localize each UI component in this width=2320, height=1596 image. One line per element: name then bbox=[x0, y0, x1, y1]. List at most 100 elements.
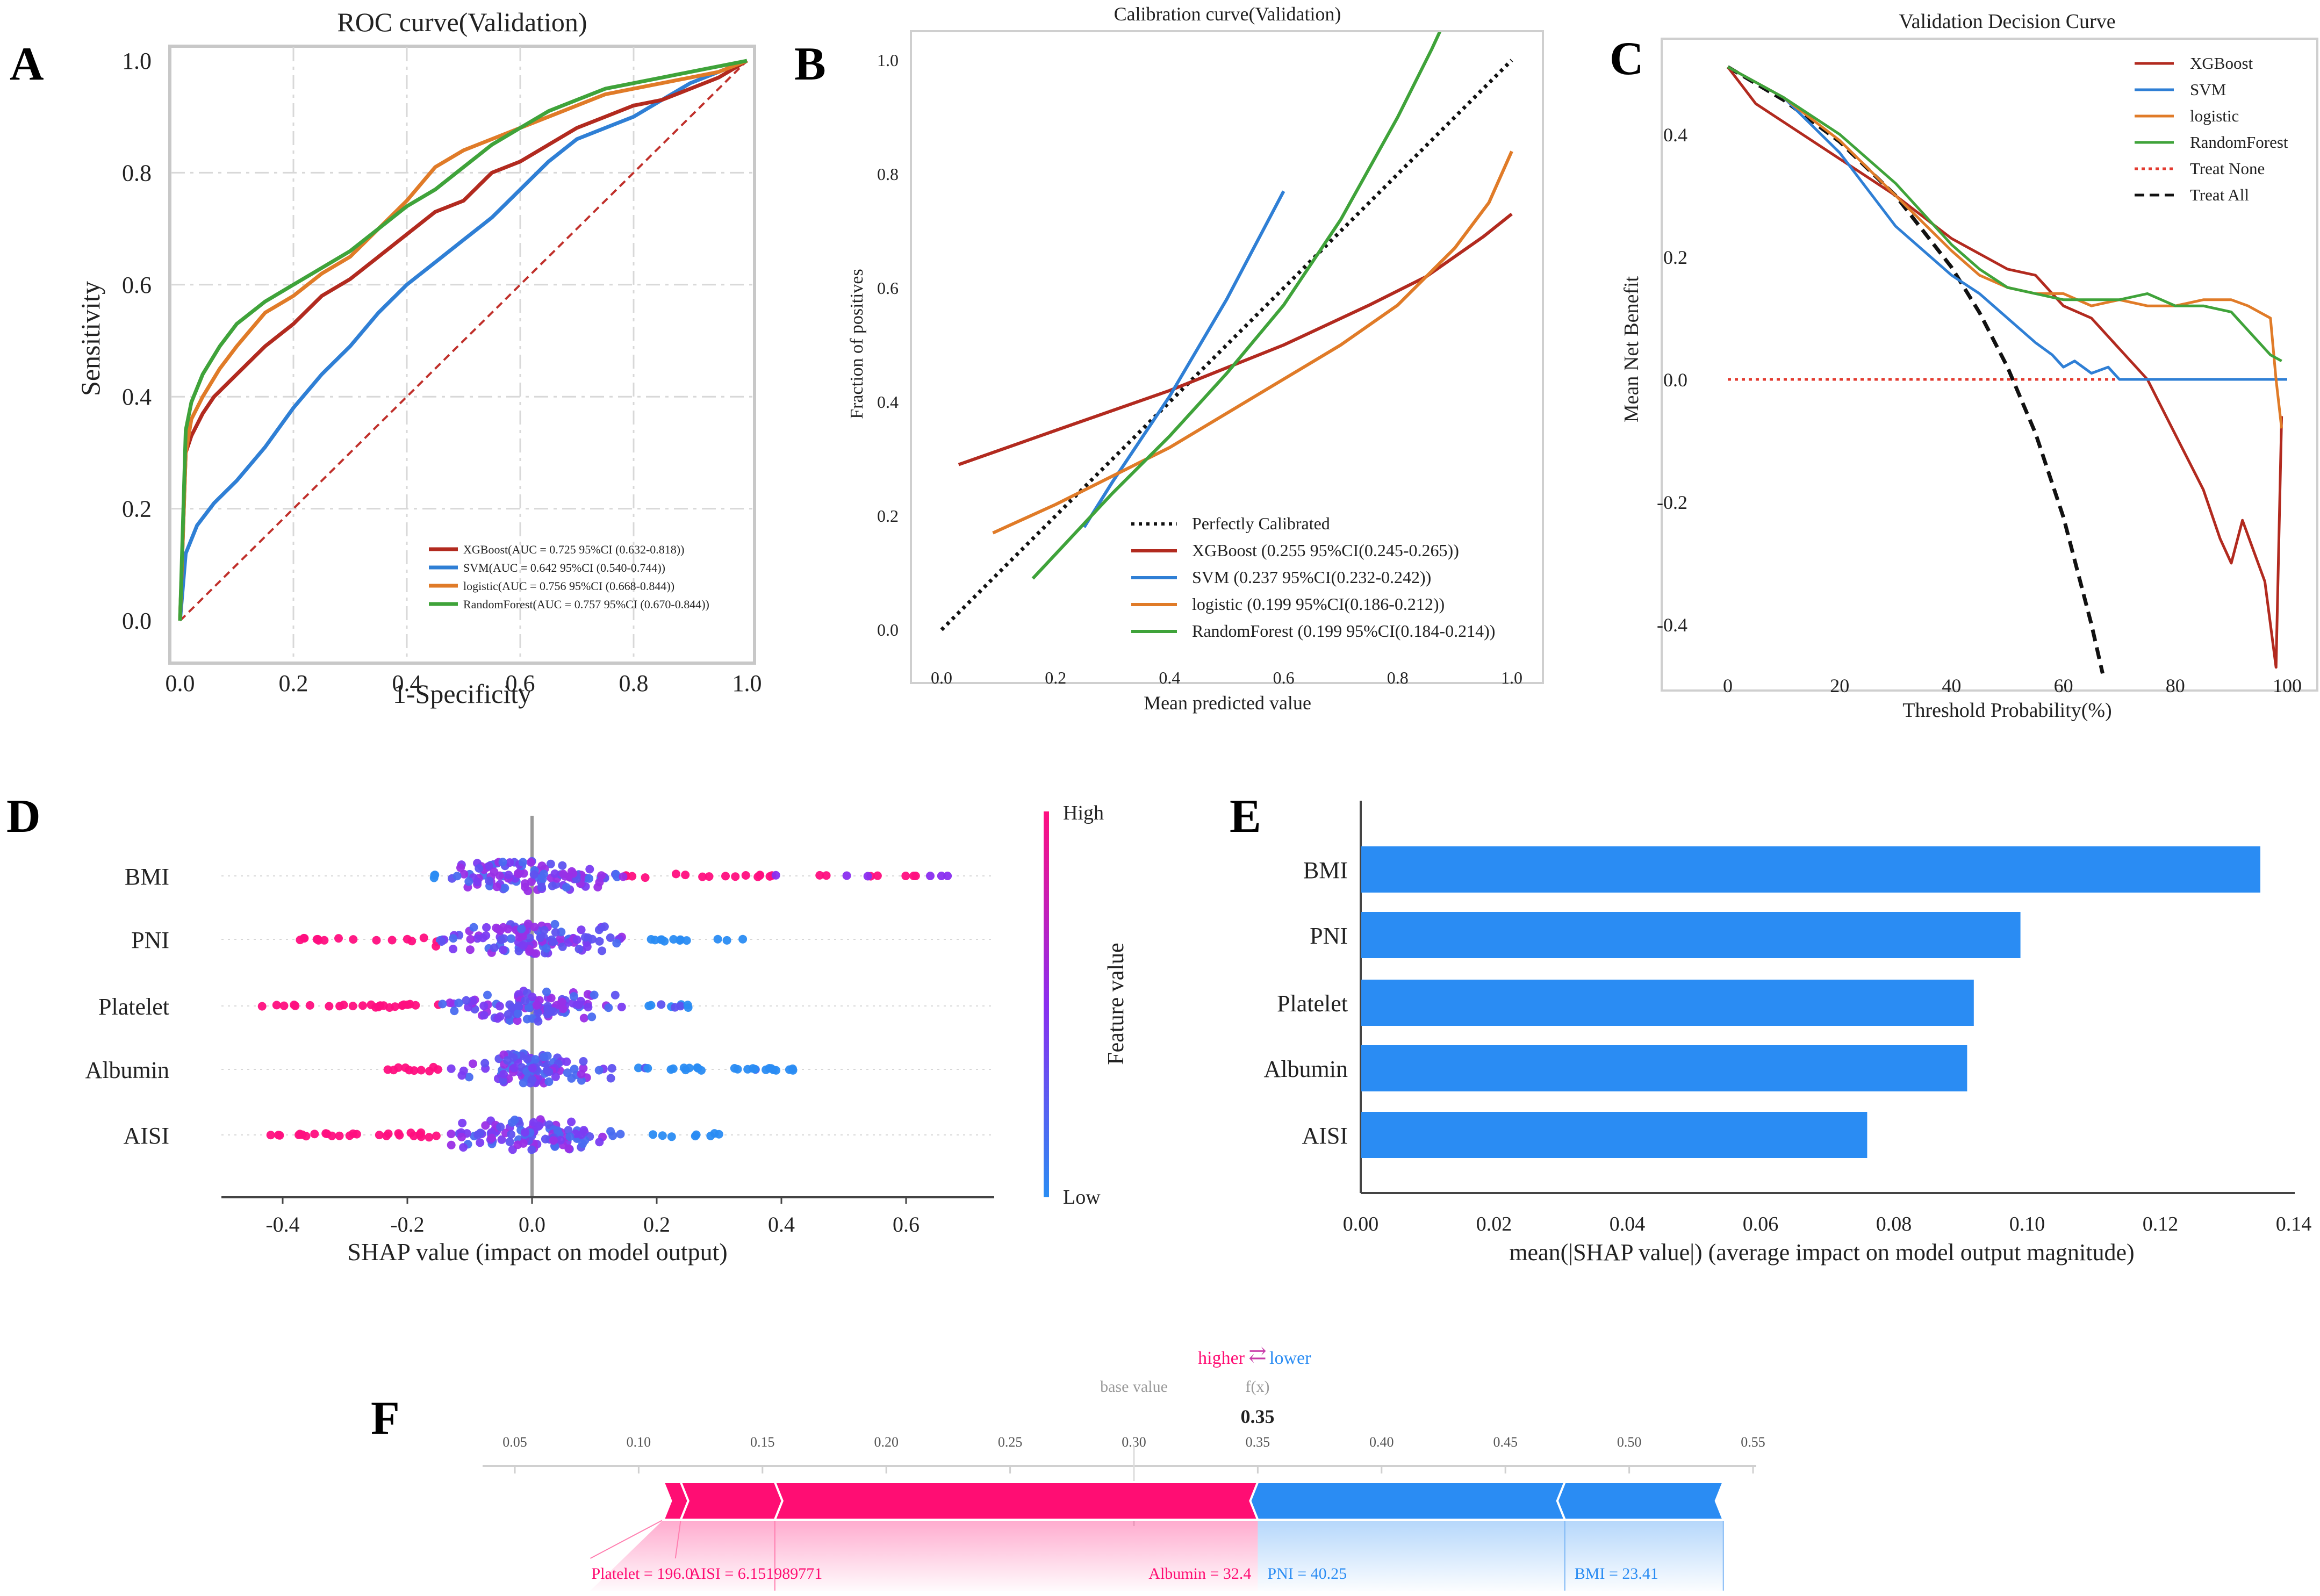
shap-dot bbox=[272, 1001, 281, 1010]
force-positive-label: AISI = 6.151989771 bbox=[689, 1565, 823, 1583]
shap-dot bbox=[751, 1065, 760, 1074]
decision-y-tick-label: 0.0 bbox=[1663, 369, 1687, 391]
shap-dot bbox=[863, 872, 872, 881]
shap-dot bbox=[556, 1135, 565, 1145]
roc-grid bbox=[171, 47, 753, 662]
force-x-ticks: 0.05 0.10 0.15 0.20 0.25 0.30 0.35 0.40 0.45 0.50… bbox=[502, 1434, 1765, 1473]
importance-bar bbox=[1361, 912, 2021, 958]
force-segments bbox=[662, 1481, 1725, 1521]
panel-label-f: F bbox=[371, 1392, 400, 1444]
shap-dot bbox=[527, 858, 535, 867]
decision-y-label: Mean Net Benefit bbox=[1620, 276, 1643, 422]
force-label-leader bbox=[590, 1519, 664, 1559]
force-x-tick-label: 0.20 bbox=[874, 1434, 899, 1450]
shap-dot bbox=[465, 945, 475, 954]
importance-feature-label: AISI bbox=[1302, 1123, 1348, 1149]
shap-dot bbox=[842, 871, 851, 880]
shap-dot bbox=[548, 938, 557, 946]
force-positive-segment bbox=[679, 1481, 784, 1521]
shap-dot bbox=[556, 934, 565, 943]
shap-feature-label: Platelet bbox=[98, 994, 169, 1020]
importance-x-tick-label: 0.14 bbox=[2276, 1213, 2312, 1235]
shap-dot bbox=[500, 883, 509, 893]
shap-dot bbox=[407, 937, 416, 946]
shap-dot bbox=[682, 936, 691, 945]
shap-dot bbox=[279, 1001, 289, 1010]
panel-label-b: B bbox=[794, 38, 826, 90]
roc-x-tick-label: 0.8 bbox=[619, 670, 649, 696]
shap-dot bbox=[562, 1057, 571, 1066]
shap-dot bbox=[604, 1003, 613, 1012]
shap-dot bbox=[376, 1001, 385, 1010]
shap-dot bbox=[530, 923, 539, 931]
force-positive-segment bbox=[773, 1481, 1267, 1521]
shap-dot bbox=[492, 882, 501, 892]
shap-dot bbox=[528, 993, 537, 1002]
shap-dot bbox=[499, 923, 508, 932]
shap-dot bbox=[550, 869, 559, 878]
shap-dot bbox=[595, 1138, 604, 1147]
shap-dot bbox=[943, 872, 952, 880]
shap-dot bbox=[452, 872, 462, 881]
decision-legend-label: RandomForest bbox=[2190, 133, 2288, 152]
shap-dot bbox=[685, 1063, 694, 1073]
decision-legend-label: logistic bbox=[2190, 106, 2239, 125]
importance-x-tick-label: 0.00 bbox=[1343, 1213, 1379, 1235]
force-lower-label: lower bbox=[1269, 1348, 1311, 1368]
shap-dot bbox=[549, 1007, 558, 1016]
importance-x-tick-label: 0.04 bbox=[1610, 1213, 1646, 1235]
shap-dot bbox=[528, 1063, 537, 1073]
calibration-x-ticks: 0.0 0.2 0.4 0.6 0.8 1.0 bbox=[931, 668, 1522, 687]
shap-beeswarm-rows: BMI PNI Platelet Albumin AISI bbox=[85, 864, 994, 1149]
shap-dot bbox=[540, 926, 549, 935]
shap-dot bbox=[425, 1133, 434, 1142]
force-label-shading bbox=[590, 1519, 1724, 1591]
shap-dot bbox=[534, 1121, 543, 1131]
shap-dot bbox=[577, 1076, 586, 1085]
shap-dot bbox=[531, 1055, 540, 1064]
shap-dot bbox=[583, 942, 592, 951]
force-negative-segment bbox=[1249, 1481, 1567, 1521]
shap-dot bbox=[587, 1012, 597, 1022]
force-x-tick-label: 0.10 bbox=[627, 1434, 651, 1450]
force-x-tick-label: 0.15 bbox=[750, 1434, 775, 1450]
shap-dot bbox=[416, 1128, 426, 1137]
shap-dot bbox=[551, 928, 560, 937]
shap-dot bbox=[519, 941, 528, 950]
shap-dot bbox=[741, 871, 750, 880]
shap-dot bbox=[572, 935, 581, 944]
shap-feature-label: AISI bbox=[123, 1123, 169, 1149]
shap-x-label: SHAP value (impact on model output) bbox=[347, 1238, 727, 1266]
shap-dot bbox=[937, 872, 946, 880]
decision-line-svm bbox=[1727, 66, 2287, 381]
roc-line-svm bbox=[178, 59, 748, 621]
shap-dot bbox=[484, 861, 493, 871]
shap-dot bbox=[657, 935, 666, 944]
shap-dot bbox=[548, 881, 557, 890]
shap-dot bbox=[681, 871, 690, 880]
shap-dot bbox=[731, 872, 740, 881]
shap-dot bbox=[459, 869, 469, 879]
shap-dot bbox=[564, 1144, 573, 1153]
panel-label-e: E bbox=[1230, 790, 1261, 843]
shap-dot bbox=[698, 872, 707, 881]
shap-dot bbox=[926, 872, 935, 880]
shap-dot bbox=[274, 1131, 283, 1140]
decision-x-label: Threshold Probability(%) bbox=[1902, 699, 2111, 722]
shap-dot bbox=[658, 1131, 667, 1140]
importance-x-tick-label: 0.06 bbox=[1743, 1213, 1779, 1235]
shap-dot bbox=[597, 871, 606, 880]
shap-x-ticks: -0.4 -0.2 0.0 0.2 0.4 0.6 bbox=[265, 1197, 920, 1236]
decision-x-tick-label: 80 bbox=[2166, 675, 2185, 696]
decision-y-tick-label: 0.4 bbox=[1663, 124, 1687, 146]
shap-dot bbox=[447, 1140, 456, 1149]
shap-dot bbox=[483, 990, 492, 1000]
shap-dot bbox=[521, 1128, 529, 1137]
roc-x-tick-label: 0.6 bbox=[506, 670, 535, 696]
shap-dot bbox=[432, 1131, 441, 1140]
roc-x-tick-label: 0.0 bbox=[166, 670, 195, 696]
roc-y-tick-label: 0.2 bbox=[122, 496, 152, 522]
shap-dot bbox=[536, 933, 545, 943]
shap-dot bbox=[542, 987, 551, 996]
shap-dot bbox=[498, 858, 507, 867]
